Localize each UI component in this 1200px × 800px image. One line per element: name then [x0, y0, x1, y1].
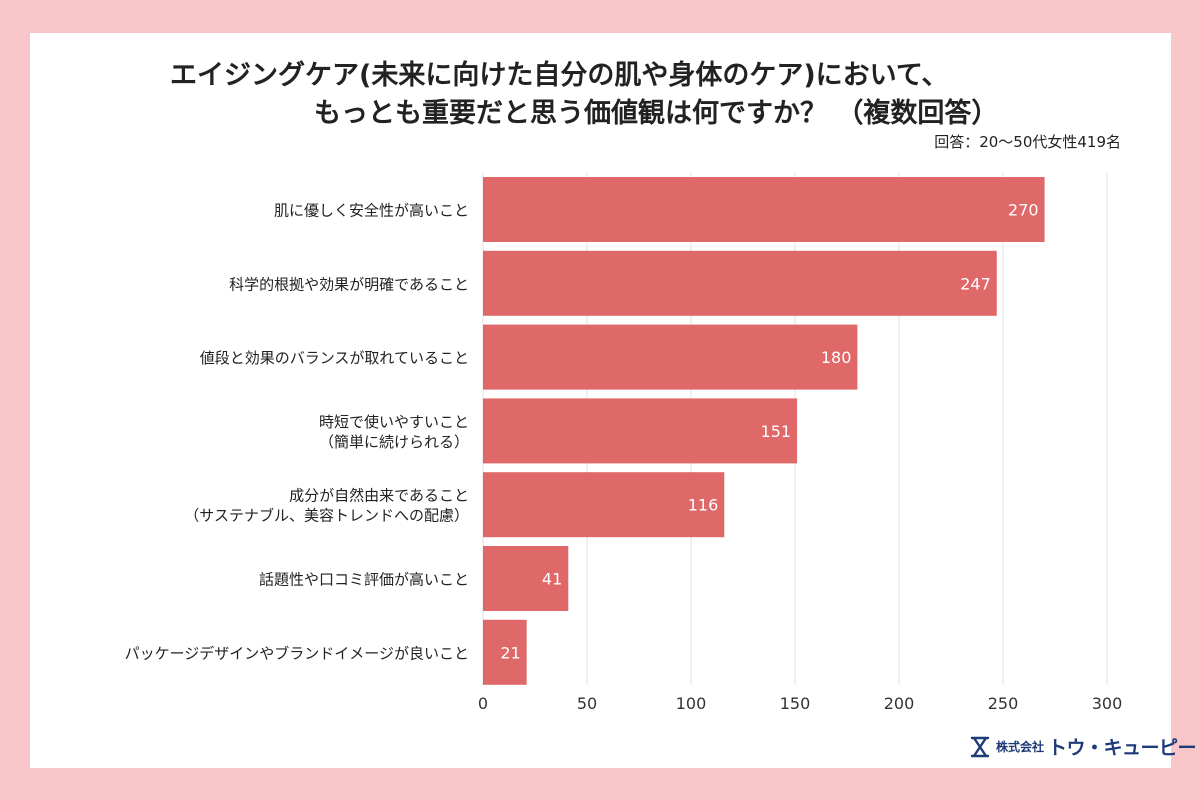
bar	[483, 398, 798, 464]
category-label: 科学的根拠や効果が明確であること	[229, 275, 469, 293]
bar-value-label: 180	[821, 348, 852, 367]
bar-value-label: 116	[688, 496, 719, 515]
chart-title-line-2: もっとも重要だと思う価値観は何ですか？ （複数回答）	[314, 98, 999, 129]
chart-card: エイジングケア(未来に向けた自分の肌や身体のケア)において、 もっとも重要だと思…	[30, 33, 1197, 768]
category-label: 時短で使いやすいこと	[319, 413, 469, 431]
x-tick-label: 300	[1092, 694, 1123, 713]
bar	[483, 472, 725, 538]
logo-company-type: 株式会社	[996, 740, 1045, 754]
bar-chart: 0 50 100 150 200 250 300 270 肌に優しく安全性が高いこと 247 科学的…	[125, 173, 1123, 713]
bar	[483, 324, 858, 390]
x-tick-label: 100	[676, 694, 707, 713]
bar-value-label: 21	[500, 643, 520, 662]
bar-value-label: 41	[542, 570, 562, 589]
category-label: パッケージデザインやブランドイメージが良いこと	[125, 644, 469, 662]
x-tick-label: 150	[780, 694, 811, 713]
category-label: 話題性や口コミ評価が高いこと	[259, 571, 469, 589]
bar	[483, 250, 997, 316]
x-tick-label: 250	[988, 694, 1019, 713]
category-label: 値段と効果のバランスが取れていること	[200, 349, 469, 367]
bar-value-label: 270	[1008, 201, 1039, 220]
chart-title-line-1: エイジングケア(未来に向けた自分の肌や身体のケア)において、	[170, 60, 949, 91]
company-logo: 株式会社 トウ・キューピー	[970, 733, 1197, 760]
bar-value-label: 247	[960, 274, 991, 293]
x-tick-label: 50	[577, 694, 597, 713]
bar	[483, 177, 1045, 242]
bar	[483, 619, 527, 685]
bar-value-label: 151	[761, 422, 792, 441]
hourglass-logo-icon	[970, 736, 990, 757]
logo-company-name: トウ・キューピー	[1048, 737, 1197, 759]
category-label: （サステナブル、美容トレンドへの配慮）	[184, 507, 469, 525]
x-tick-label: 0	[478, 694, 488, 713]
category-label: 成分が自然由来であること	[289, 487, 469, 505]
x-tick-label: 200	[884, 694, 915, 713]
chart-subtitle: 回答：20〜50代女性419名	[934, 133, 1121, 151]
bar	[483, 546, 569, 611]
category-label: 肌に優しく安全性が高いこと	[274, 202, 469, 220]
category-label: （簡単に続けられる）	[319, 433, 469, 451]
